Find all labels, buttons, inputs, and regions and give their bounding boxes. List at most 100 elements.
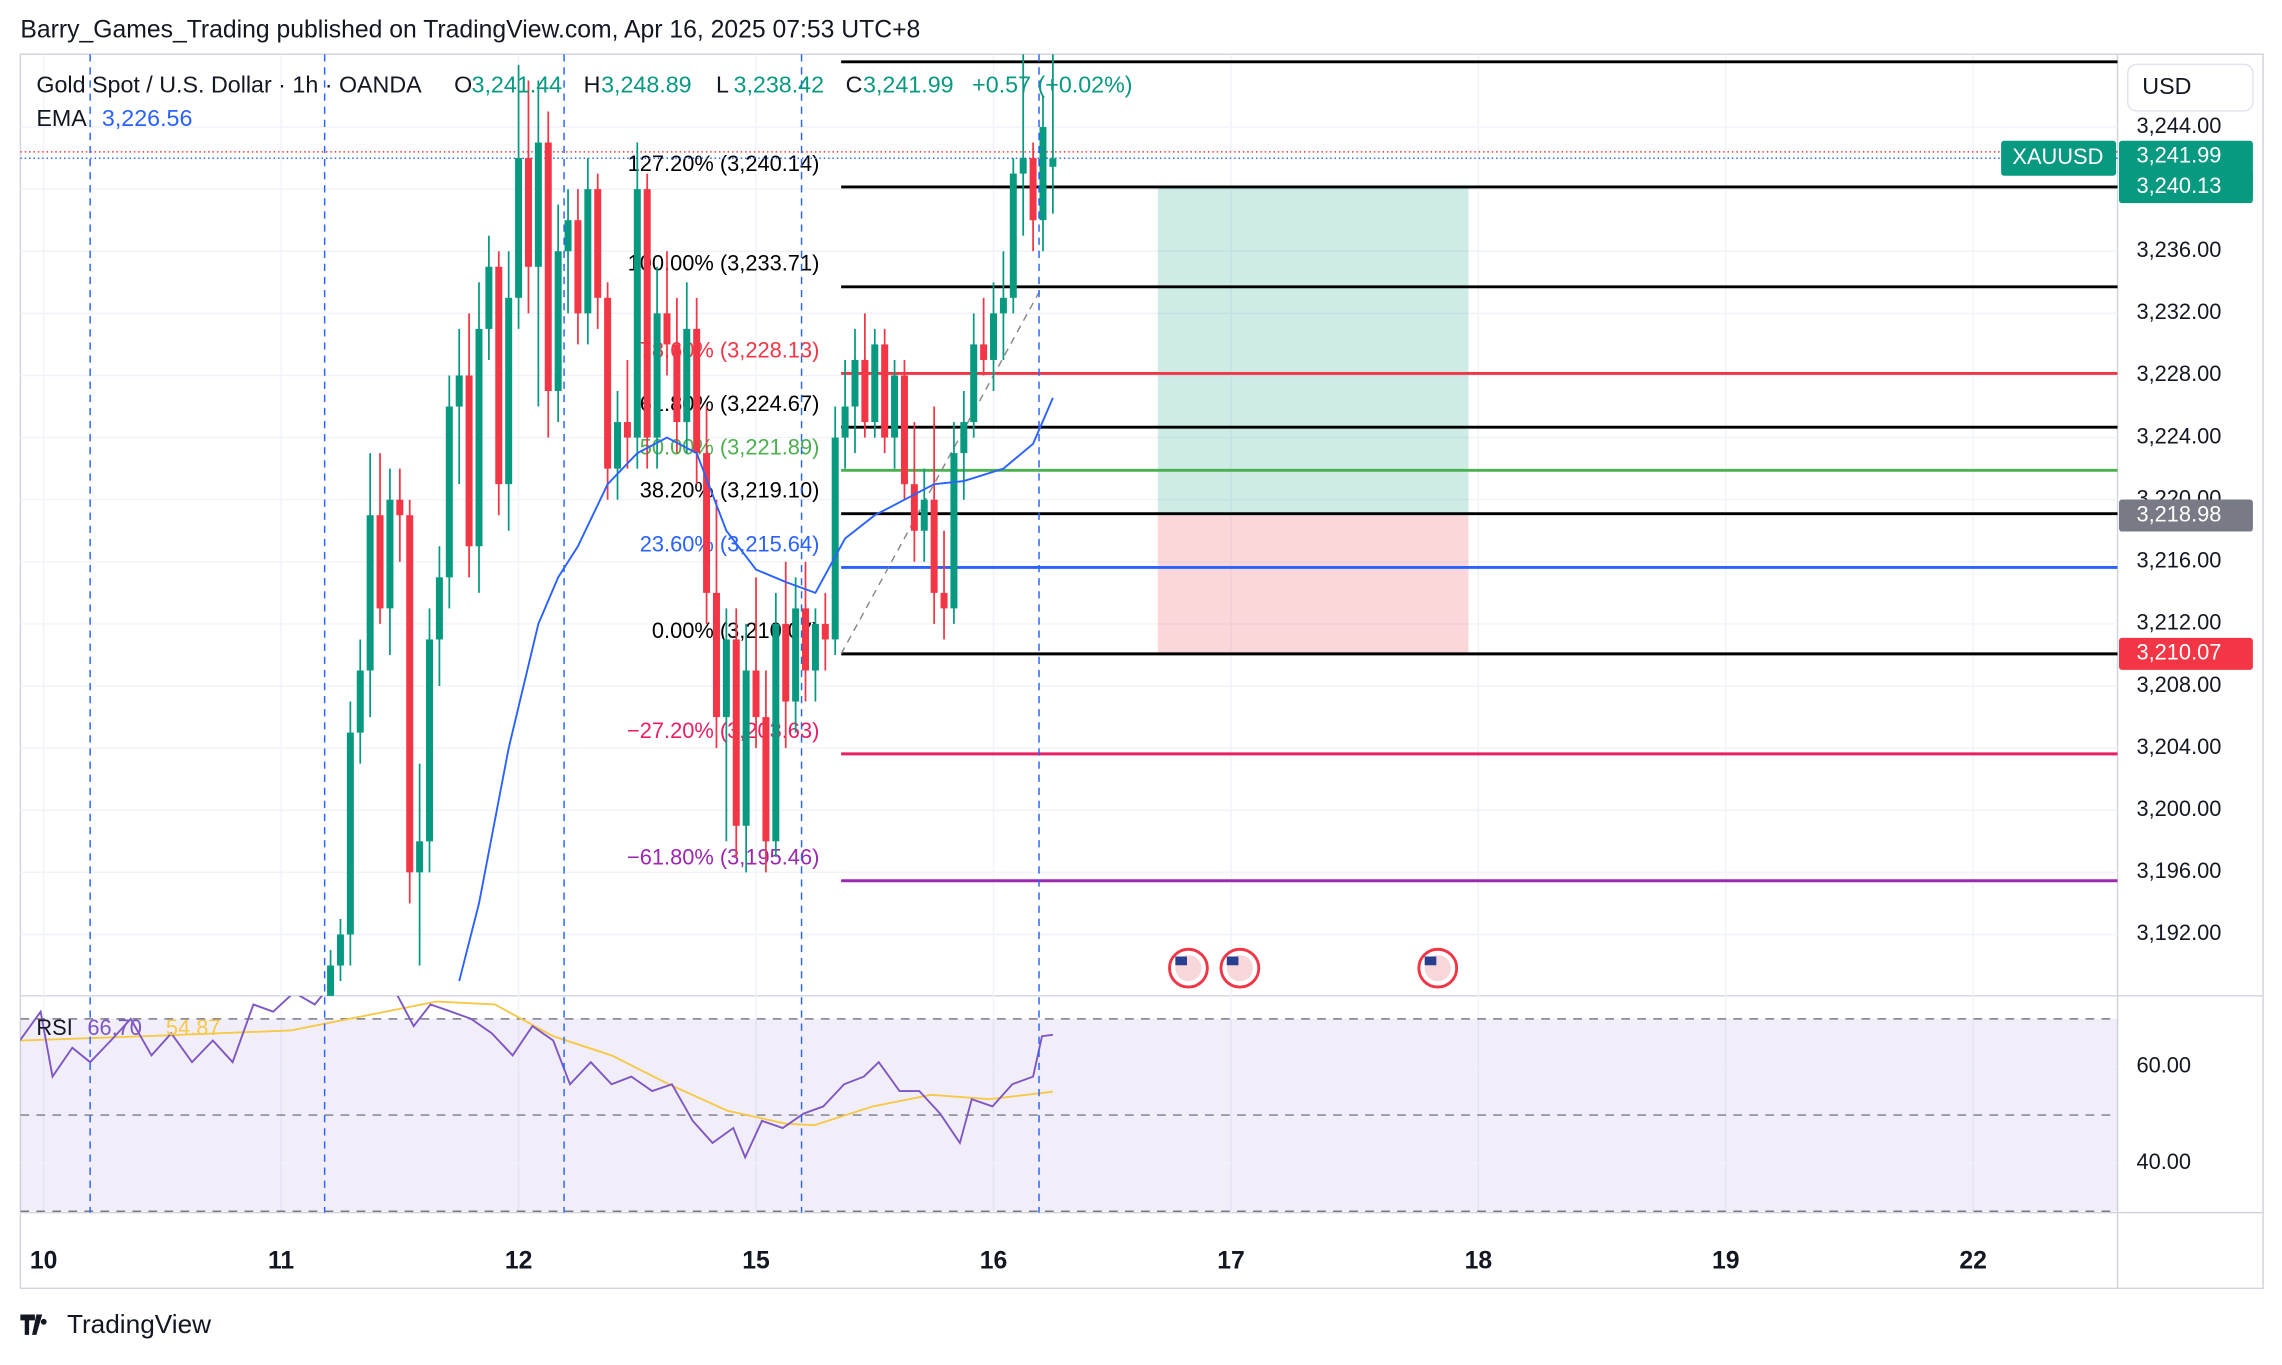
rsi-line [20,995,1054,1160]
position-tag-text: 3,210.07 [2136,640,2221,665]
x-tick-label: 16 [980,1248,1008,1275]
change: +0.57 (+0.02%) [972,71,1132,97]
main-pane: 127.20% (3,240.14)100.00% (3,233.71)78.6… [20,54,2118,996]
position-tag [2119,637,2253,670]
currency-box [2127,63,2254,112]
candle-body [653,313,661,438]
y-tick-label: 3,228.00 [2136,361,2221,386]
candle-body [544,142,552,391]
candle-body [851,359,859,407]
candle-body [722,639,730,718]
candle-body [980,344,988,360]
candle-body [1049,158,1057,167]
candle-body [327,965,335,996]
event-flag [1417,947,1459,989]
y-tick-label: 3,204.00 [2136,734,2221,759]
candle-body [346,732,354,935]
candle-body [386,499,394,609]
overlay: 1011121516171819223,244.003,240.003,236.… [30,54,2253,1275]
candle-body [663,313,671,345]
y-tick-label: 3,212.00 [2136,610,2221,635]
y-tick-label: 3,196.00 [2136,858,2221,883]
candle-body [930,499,938,593]
fib-label: 61.80% (3,224.67) [640,391,820,416]
candle-body [752,670,760,718]
symbol-tag [2001,140,2117,176]
candle-body [910,484,918,531]
y-tick-label: 3,200.00 [2136,796,2221,821]
x-tick-label: 22 [1959,1248,1987,1275]
ohlc-value: 3,241.44 [472,71,563,97]
candle-body [999,297,1007,314]
rsi-name: RSI [36,1015,72,1040]
candle-body [970,344,978,423]
currency: USD [2142,73,2191,99]
fib-label: 38.20% (3,219.10) [640,478,820,503]
ohlc-value: 3,241.99 [863,71,954,97]
candle-body [762,717,770,842]
event-canton [1424,956,1437,966]
x-tick-label: 19 [1712,1248,1740,1275]
candle-body [802,608,810,671]
candle-body [782,623,790,702]
ohlc-key: H [584,71,601,97]
candle-body [950,453,958,609]
loss-zone [1157,515,1469,654]
symbol-tag-text: XAUUSD [2012,144,2103,169]
candle-body [673,344,681,423]
profit-zone [1157,187,1469,516]
rsi-ma-value: 54.87 [166,1015,221,1040]
candle-body [356,670,364,733]
candle-body [643,189,651,438]
position-tag-text: 3,218.98 [2136,501,2221,526]
candle-body [831,437,839,640]
y-tick-label: 3,236.00 [2136,237,2221,262]
candle-body [564,220,572,252]
candle-body [732,639,740,826]
ema-name: EMA [36,105,87,131]
event-canton [1226,956,1239,966]
fib-label: −27.20% (3,203.63) [627,718,819,743]
ohlc-key: C [846,71,863,97]
candle-body [574,220,582,314]
y-tick-label: 3,192.00 [2136,920,2221,945]
candle-body [485,266,493,329]
candle-body [495,266,503,485]
rsi-tick-label: 40.00 [2136,1149,2191,1174]
x-tick-label: 15 [742,1248,770,1275]
rsi-tick-label: 60.00 [2136,1053,2191,1078]
rsi-pane [20,995,2118,1213]
candle-body [416,841,424,873]
candle-body [821,623,829,640]
y-tick-label: 3,244.00 [2136,113,2221,138]
candle-body [465,375,473,547]
candle-body [1009,173,1017,298]
candle-body [614,422,622,469]
ohlc-key: O [454,71,472,97]
footer-brand: TradingView [67,1309,211,1339]
position-tag [2119,171,2253,204]
event-canton [1175,956,1187,966]
candle-body [475,328,483,547]
candle-body [604,297,612,469]
candle-body [772,623,780,842]
candle-body [811,623,819,671]
y-tick-label: 3,232.00 [2136,299,2221,324]
candle-body [940,592,948,609]
candle-body [366,515,374,671]
rsi-ma-line [20,1000,1053,1127]
ohlc-value: 3,238.42 [734,71,825,97]
candle-body [693,328,701,454]
fib-label: 127.20% (3,240.14) [628,151,820,176]
candle-body [336,934,344,966]
fib-trend [840,286,1043,655]
candle-body [703,453,711,593]
candle-body [376,515,384,609]
chart-frame [19,53,2264,1290]
fib-label: 100.00% (3,233.71) [628,251,820,276]
x-tick-label: 12 [505,1248,533,1275]
candle-body [445,406,453,578]
candle-body [841,406,849,438]
